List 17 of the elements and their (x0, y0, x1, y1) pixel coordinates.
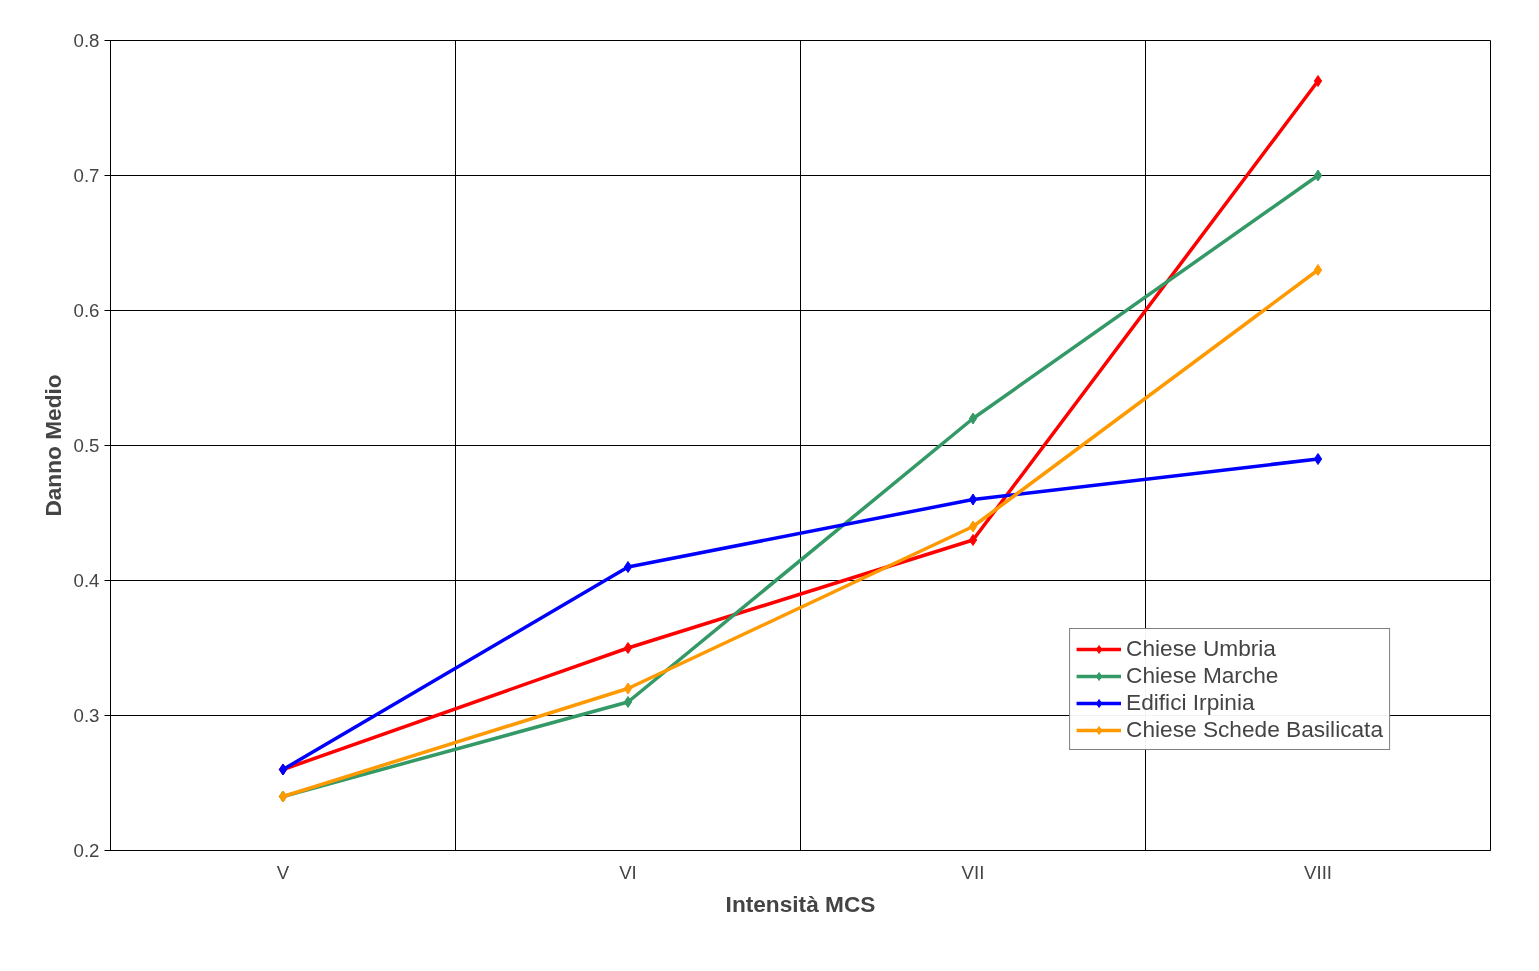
x-tick-label: V (276, 861, 290, 883)
y-tick-label: 0.5 (73, 435, 100, 456)
x-tick-label: VIII (1304, 861, 1332, 883)
legend-label: Chiese Umbria (1126, 635, 1276, 662)
x-axis-title: Intensità MCS (725, 890, 876, 917)
y-tick-label: 0.3 (73, 705, 100, 726)
y-tick-label: 0.8 (73, 30, 100, 51)
x-tick-label: VII (961, 861, 985, 883)
y-tick-label: 0.4 (73, 570, 100, 591)
y-tick-label: 0.7 (73, 165, 100, 186)
y-axis-title: Danno Medio (39, 374, 66, 517)
y-tick-label: 0.2 (73, 840, 100, 861)
x-tick-label: VI (619, 861, 637, 883)
legend-label: Chiese Marche (1126, 662, 1279, 689)
y-tick-label: 0.6 (73, 300, 100, 321)
legend-label: Edifici Irpinia (1126, 689, 1255, 716)
legend-label: Chiese Schede Basilicata (1126, 716, 1383, 743)
